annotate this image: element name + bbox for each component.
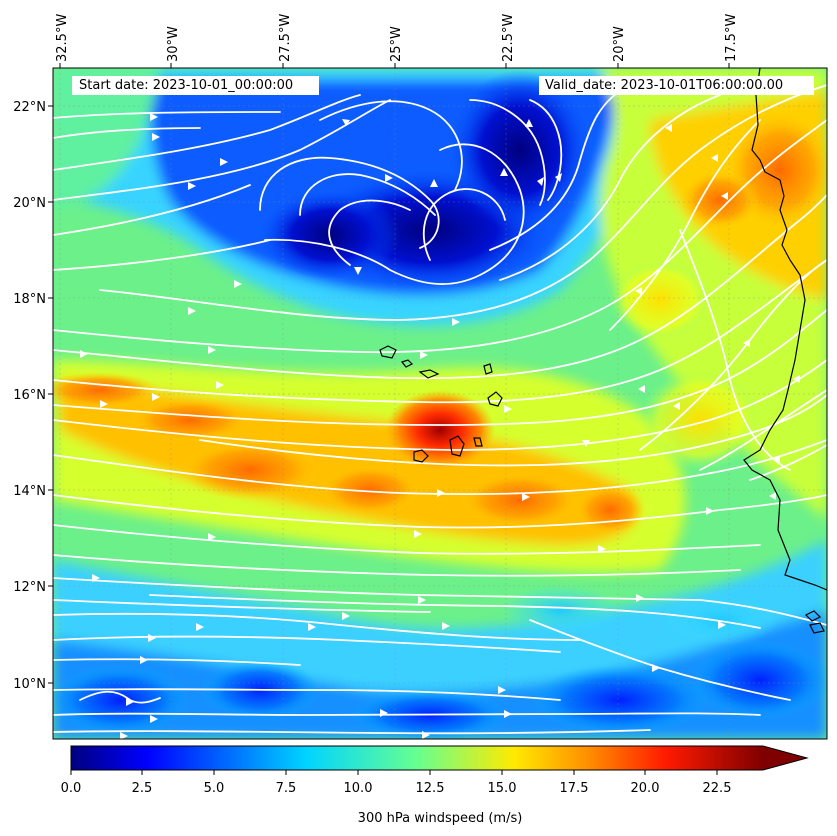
lon-label: 22.5°W: [501, 14, 516, 62]
bissagos-island: [804, 610, 822, 622]
streamline: [53, 494, 827, 529]
colorbar-gradient: [71, 746, 763, 770]
colorbar-outline: [70, 745, 809, 771]
colorbar-tick-label: 22.5: [703, 781, 732, 796]
streamline: [299, 173, 436, 216]
streamline: [53, 239, 271, 271]
lon-label: 25°W: [389, 26, 404, 62]
cape-verde-island: [400, 359, 414, 368]
windspeed-field: [53, 68, 827, 739]
streamline: [609, 119, 761, 331]
start-date-label: Start date: 2023-10-01_00:00:00: [79, 78, 294, 93]
cape-verde-island: [487, 391, 503, 407]
streamline: [99, 84, 827, 321]
streamline-arrows: [80, 113, 800, 739]
colorbar-tick-label: 15.0: [488, 781, 517, 796]
streamline: [749, 444, 827, 481]
streamline: [53, 359, 827, 451]
streamline: [699, 389, 827, 471]
colorbar-tick-labels: 0.0 2.5 5.0 7.5 10.0 12.5 15.0 17.5 20.0…: [61, 781, 732, 796]
longitude-labels: 32.5°W 30°W 27.5°W 25°W 22.5°W 20°W 17.5…: [55, 14, 739, 62]
graticule: [53, 68, 827, 739]
streamline: [679, 229, 791, 471]
streamline: [53, 309, 827, 426]
streamline: [319, 100, 463, 191]
streamline: [53, 194, 827, 380]
lat-label: 18°N: [13, 292, 46, 307]
streamline: [149, 594, 761, 629]
streamline: [53, 599, 431, 613]
colorbar-tick-label: 2.5: [132, 781, 153, 796]
lat-label: 16°N: [13, 388, 46, 403]
axis-ticks: [48, 63, 730, 684]
lon-label: 17.5°W: [724, 14, 739, 62]
cape-verde-island: [379, 345, 397, 359]
streamline: [53, 119, 827, 354]
streamlines: [53, 84, 827, 735]
colorbar-tick-label: 20.0: [631, 781, 660, 796]
streamline: [53, 612, 581, 641]
valid-date-label: Valid_date: 2023-10-01T06:00:00.00: [545, 78, 784, 93]
colorbar-tick-label: 17.5: [560, 781, 589, 796]
cape-verde-island: [473, 437, 483, 447]
lat-label: 14°N: [13, 484, 46, 499]
map-frame: [52, 67, 828, 740]
cape-verde-island: [449, 435, 465, 457]
lat-label: 12°N: [13, 580, 46, 595]
colorbar-tick-label: 12.5: [416, 781, 445, 796]
colorbar-tick-label: 0.0: [61, 781, 82, 796]
africa-coastline: [743, 68, 827, 591]
streamline: [53, 184, 251, 236]
colorbar-label: 300 hPa windspeed (m/s): [358, 811, 523, 826]
streamline: [53, 99, 391, 201]
streamline: [53, 688, 561, 701]
streamline: [53, 94, 361, 171]
streamline: [53, 635, 561, 653]
colorbar-ticks: [70, 770, 718, 775]
lon-label: 30°W: [166, 26, 181, 62]
latitude-labels: 22°N 20°N 18°N 16°N 14°N 12°N 10°N: [13, 100, 46, 692]
colorbar-tick-label: 7.5: [276, 781, 297, 796]
coastlines: [379, 68, 827, 634]
bissagos-island: [809, 622, 825, 634]
lon-label: 20°W: [612, 26, 627, 62]
streamline: [53, 111, 281, 119]
streamline: [489, 84, 631, 251]
streamline: [53, 127, 201, 139]
lon-label: 27.5°W: [278, 14, 293, 62]
streamline: [53, 524, 761, 555]
streamline: [53, 712, 761, 716]
valid-date-box: Valid_date: 2023-10-01T06:00:00.00: [539, 76, 814, 95]
streamline: [469, 99, 546, 206]
lon-label: 32.5°W: [55, 14, 70, 62]
streamline: [53, 658, 301, 666]
colorbar-tick-label: 5.0: [204, 781, 225, 796]
lat-label: 10°N: [13, 677, 46, 692]
start-date-box: Start date: 2023-10-01_00:00:00: [72, 76, 319, 95]
lat-label: 20°N: [13, 196, 46, 211]
streamline: [499, 94, 721, 281]
cape-verde-island: [418, 369, 440, 379]
streamline: [259, 156, 440, 249]
cape-verde-island: [483, 363, 493, 375]
streamline: [199, 394, 827, 467]
streamline: [53, 259, 827, 404]
streamline: [328, 199, 411, 266]
streamline: [53, 729, 651, 735]
streamline: [264, 143, 525, 285]
streamline: [53, 577, 827, 626]
streamline: [422, 188, 506, 261]
streamline: [53, 554, 741, 577]
lat-label: 22°N: [13, 100, 46, 115]
streamline: [529, 99, 563, 201]
colorbar-tick-label: 10.0: [344, 781, 373, 796]
colorbar: 0.0 2.5 5.0 7.5 10.0 12.5 15.0 17.5 20.0…: [61, 745, 809, 826]
colorbar-extend-arrow: [763, 746, 807, 770]
cape-verde-island: [413, 449, 429, 463]
streamline: [53, 439, 827, 495]
